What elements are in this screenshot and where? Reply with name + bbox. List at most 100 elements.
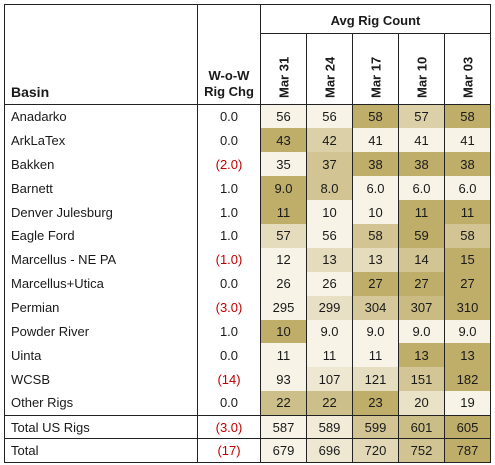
rig-count-cell: 10 xyxy=(306,200,353,224)
rig-count-cell: 304 xyxy=(352,295,399,320)
table-row: Anadarko 0.0 56 56 58 57 58 xyxy=(4,104,491,129)
table-row: Other Rigs 0.0 22 22 23 20 19 xyxy=(4,391,491,416)
rig-count-cell: 8.0 xyxy=(306,176,353,201)
basin-name-cell: Marcellus+Utica xyxy=(4,271,198,296)
basin-name-cell: Other Rigs xyxy=(4,391,198,416)
rig-count-cell: 19 xyxy=(444,391,491,416)
rig-count-cell: 9.0 xyxy=(260,176,307,201)
date-column-header: Mar 31 xyxy=(261,33,306,104)
rig-count-cell: 23 xyxy=(352,391,399,416)
rig-count-cell: 9.0 xyxy=(352,319,399,344)
rig-count-cell: 41 xyxy=(444,128,491,153)
wow-change-cell: 0.0 xyxy=(197,271,261,296)
rig-count-cell: 11 xyxy=(306,343,353,368)
rig-count-cell: 9.0 xyxy=(306,319,353,344)
rig-count-cell: 20 xyxy=(398,391,445,416)
wow-change-cell: (2.0) xyxy=(197,152,261,177)
rig-count-cell: 752 xyxy=(398,438,445,464)
basin-name-cell: Denver Julesburg xyxy=(4,200,198,224)
rig-count-cell: 41 xyxy=(352,128,399,153)
date-label: Mar 31 xyxy=(276,56,291,98)
rig-count-cell: 295 xyxy=(260,295,307,320)
basin-name-cell: Anadarko xyxy=(4,104,198,129)
date-header-row: Mar 31 Mar 24 Mar 17 Mar 10 Mar 03 xyxy=(261,33,490,104)
table-row: Denver Julesburg 1.0 11 10 10 11 11 xyxy=(4,200,491,224)
rig-count-cell: 42 xyxy=(306,128,353,153)
rig-count-cell: 9.0 xyxy=(398,319,445,344)
rig-count-cell: 93 xyxy=(260,367,307,392)
table-row: Marcellus - NE PA (1.0) 12 13 13 14 15 xyxy=(4,247,491,272)
wow-change-cell: 1.0 xyxy=(197,319,261,344)
rig-count-cell: 37 xyxy=(306,152,353,177)
rig-count-cell: 151 xyxy=(398,367,445,392)
rig-count-cell: 599 xyxy=(352,414,399,439)
rig-count-cell: 11 xyxy=(444,200,491,224)
rig-count-cell: 57 xyxy=(260,223,307,248)
table-row: Uinta 0.0 11 11 11 13 13 xyxy=(4,343,491,368)
rig-count-cell: 41 xyxy=(398,128,445,153)
wow-change-cell: (14) xyxy=(197,367,261,392)
header-avg-rig-count: Avg Rig Count xyxy=(330,13,421,28)
rig-count-cell: 58 xyxy=(444,223,491,248)
rig-count-cell: 299 xyxy=(306,295,353,320)
basin-name-cell: Eagle Ford xyxy=(4,223,198,248)
wow-change-cell: (3.0) xyxy=(197,295,261,320)
rig-count-cell: 107 xyxy=(306,367,353,392)
rig-count-cell: 720 xyxy=(352,438,399,464)
table-row: WCSB (14) 93 107 121 151 182 xyxy=(4,367,491,392)
rig-count-cell: 6.0 xyxy=(398,176,445,201)
wow-change-cell: 0.0 xyxy=(197,391,261,416)
wow-change-cell: (17) xyxy=(197,438,261,464)
wow-change-cell: (3.0) xyxy=(197,414,261,439)
table-row: Barnett 1.0 9.0 8.0 6.0 6.0 6.0 xyxy=(4,176,491,201)
rig-count-cell: 10 xyxy=(260,319,307,344)
rig-count-cell: 787 xyxy=(444,438,491,464)
rig-count-cell: 13 xyxy=(352,247,399,272)
rig-count-cell: 6.0 xyxy=(444,176,491,201)
rig-count-cell: 310 xyxy=(444,295,491,320)
rig-count-cell: 38 xyxy=(352,152,399,177)
rig-count-cell: 38 xyxy=(444,152,491,177)
rig-count-cell: 9.0 xyxy=(444,319,491,344)
rig-count-cell: 587 xyxy=(260,414,307,439)
basin-name-cell: WCSB xyxy=(4,367,198,392)
rig-count-cell: 696 xyxy=(306,438,353,464)
wow-change-cell: 1.0 xyxy=(197,176,261,201)
header-wow-line1: W-o-W xyxy=(208,68,250,83)
header-avg-rig-count-group: Avg Rig Count Mar 31 Mar 24 Mar 17 Mar 10 Ma… xyxy=(260,4,491,105)
basin-name-cell: Uinta xyxy=(4,343,198,368)
rig-count-cell: 679 xyxy=(260,438,307,464)
rig-count-cell: 57 xyxy=(398,104,445,129)
wow-change-cell: 0.0 xyxy=(197,343,261,368)
rig-count-cell: 605 xyxy=(444,414,491,439)
rig-count-cell: 307 xyxy=(398,295,445,320)
rig-count-cell: 56 xyxy=(306,104,353,129)
rig-count-cell: 11 xyxy=(398,200,445,224)
table-row: Marcellus+Utica 0.0 26 26 27 27 27 xyxy=(4,271,491,296)
rig-count-cell: 26 xyxy=(306,271,353,296)
header-wow-change: W-o-W Rig Chg xyxy=(197,4,261,105)
date-label: Mar 10 xyxy=(414,56,429,98)
rig-count-cell: 38 xyxy=(398,152,445,177)
basin-name-cell: ArkLaTex xyxy=(4,128,198,153)
basin-name-cell: Marcellus - NE PA xyxy=(4,247,198,272)
rig-count-cell: 11 xyxy=(260,200,307,224)
table-row: Eagle Ford 1.0 57 56 58 59 58 xyxy=(4,223,491,248)
rig-count-cell: 121 xyxy=(352,367,399,392)
rig-count-cell: 13 xyxy=(398,343,445,368)
basin-name-cell: Total US Rigs xyxy=(4,414,198,439)
rig-count-table: Basin W-o-W Rig Chg Avg Rig Count Mar 31… xyxy=(4,4,491,464)
rig-count-cell: 11 xyxy=(260,343,307,368)
header-basin: Basin xyxy=(4,4,198,105)
date-column-header: Mar 10 xyxy=(398,33,444,104)
rig-count-cell: 59 xyxy=(398,223,445,248)
rig-count-cell: 14 xyxy=(398,247,445,272)
table-row: ArkLaTex 0.0 43 42 41 41 41 xyxy=(4,128,491,153)
basin-name-cell: Powder River xyxy=(4,319,198,344)
rig-count-cell: 12 xyxy=(260,247,307,272)
rig-count-cell: 6.0 xyxy=(352,176,399,201)
rig-count-cell: 27 xyxy=(398,271,445,296)
rig-count-cell: 11 xyxy=(352,343,399,368)
rig-count-cell: 56 xyxy=(306,223,353,248)
